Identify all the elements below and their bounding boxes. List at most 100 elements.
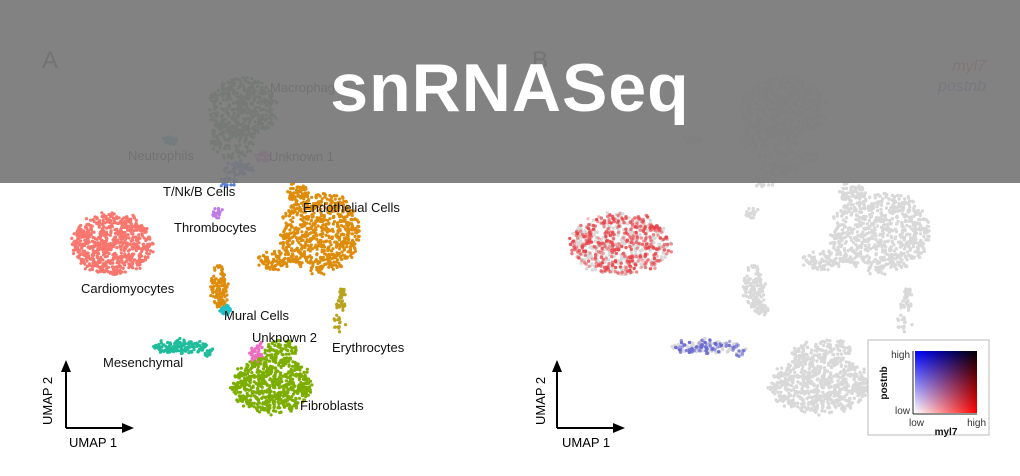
- data-point: [301, 392, 305, 397]
- data-point: [904, 213, 908, 217]
- data-point: [124, 260, 128, 264]
- data-point: [305, 195, 309, 199]
- data-point: [290, 364, 295, 368]
- data-point: [189, 349, 193, 353]
- data-point: [314, 231, 318, 236]
- data-point: [138, 258, 142, 262]
- data-point: [892, 249, 896, 253]
- data-point: [881, 219, 885, 224]
- data-point: [903, 228, 907, 233]
- data-point: [305, 214, 309, 219]
- data-point: [873, 219, 877, 223]
- data-point: [319, 207, 323, 211]
- data-point: [338, 218, 343, 223]
- data-point: [299, 209, 303, 213]
- data-point: [819, 265, 823, 269]
- data-point: [858, 220, 863, 225]
- data-point: [283, 233, 287, 237]
- data-point: [821, 249, 825, 254]
- data-point: [345, 207, 349, 211]
- data-point: [220, 208, 224, 212]
- data-point: [70, 236, 74, 240]
- data-point: [906, 232, 910, 236]
- data-point: [746, 268, 751, 272]
- data-point: [74, 248, 78, 252]
- data-point: [217, 216, 221, 220]
- data-point: [282, 261, 286, 265]
- data-point: [280, 380, 284, 384]
- data-point: [884, 218, 889, 222]
- data-point: [857, 210, 862, 214]
- data-point: [291, 382, 296, 386]
- data-point: [879, 255, 883, 260]
- data-point: [266, 261, 270, 265]
- data-point: [869, 263, 873, 267]
- data-point: [337, 252, 341, 256]
- data-point: [336, 222, 340, 226]
- data-point: [303, 244, 307, 248]
- data-point: [339, 255, 343, 260]
- data-point: [217, 213, 221, 217]
- data-point: [904, 255, 908, 260]
- data-point: [352, 209, 356, 213]
- cluster-label: Thrombocytes: [174, 220, 257, 235]
- data-point: [844, 186, 849, 191]
- data-point: [892, 201, 896, 205]
- data-point: [126, 233, 130, 237]
- data-point: [849, 203, 854, 207]
- data-point: [338, 229, 342, 233]
- data-point: [109, 242, 113, 246]
- data-point: [291, 194, 295, 198]
- data-point: [277, 386, 281, 390]
- data-point: [120, 219, 124, 223]
- data-point: [128, 242, 132, 246]
- data-point: [111, 216, 116, 220]
- data-point: [159, 339, 163, 343]
- data-point: [763, 282, 767, 286]
- data-point: [844, 216, 849, 220]
- data-point: [258, 405, 262, 409]
- data-point: [881, 235, 885, 239]
- data-point: [927, 234, 931, 239]
- cluster-label: Mesenchymal: [103, 355, 183, 370]
- data-point: [261, 395, 265, 399]
- data-point: [874, 237, 878, 242]
- data-point: [752, 299, 757, 303]
- data-point: [140, 224, 144, 228]
- data-point: [92, 253, 96, 257]
- data-point: [178, 336, 182, 341]
- data-point: [338, 235, 342, 239]
- data-point: [840, 196, 844, 200]
- data-point: [111, 261, 115, 265]
- data-point: [101, 223, 105, 227]
- data-point: [303, 191, 307, 195]
- data-point: [106, 260, 110, 264]
- data-point: [98, 221, 102, 225]
- data-point: [325, 197, 329, 201]
- data-point: [314, 226, 318, 230]
- data-point: [325, 239, 329, 243]
- data-point: [868, 237, 872, 241]
- data-point: [76, 255, 80, 259]
- data-point: [260, 345, 264, 350]
- data-point: [353, 234, 357, 239]
- data-point: [881, 231, 886, 236]
- data-point: [244, 378, 248, 382]
- data-point: [295, 191, 299, 195]
- data-point: [293, 257, 297, 261]
- data-point: [225, 293, 229, 297]
- data-point: [87, 235, 91, 239]
- data-point: [120, 226, 124, 230]
- data-point: [877, 219, 882, 223]
- data-point: [265, 353, 270, 357]
- data-point: [311, 263, 315, 267]
- data-point: [140, 249, 144, 253]
- data-point: [857, 238, 861, 242]
- data-point: [139, 229, 143, 233]
- data-point: [86, 241, 90, 245]
- data-point: [89, 228, 94, 232]
- data-point: [323, 218, 327, 222]
- data-point: [308, 239, 312, 244]
- data-point: [895, 252, 899, 257]
- data-point: [915, 212, 919, 216]
